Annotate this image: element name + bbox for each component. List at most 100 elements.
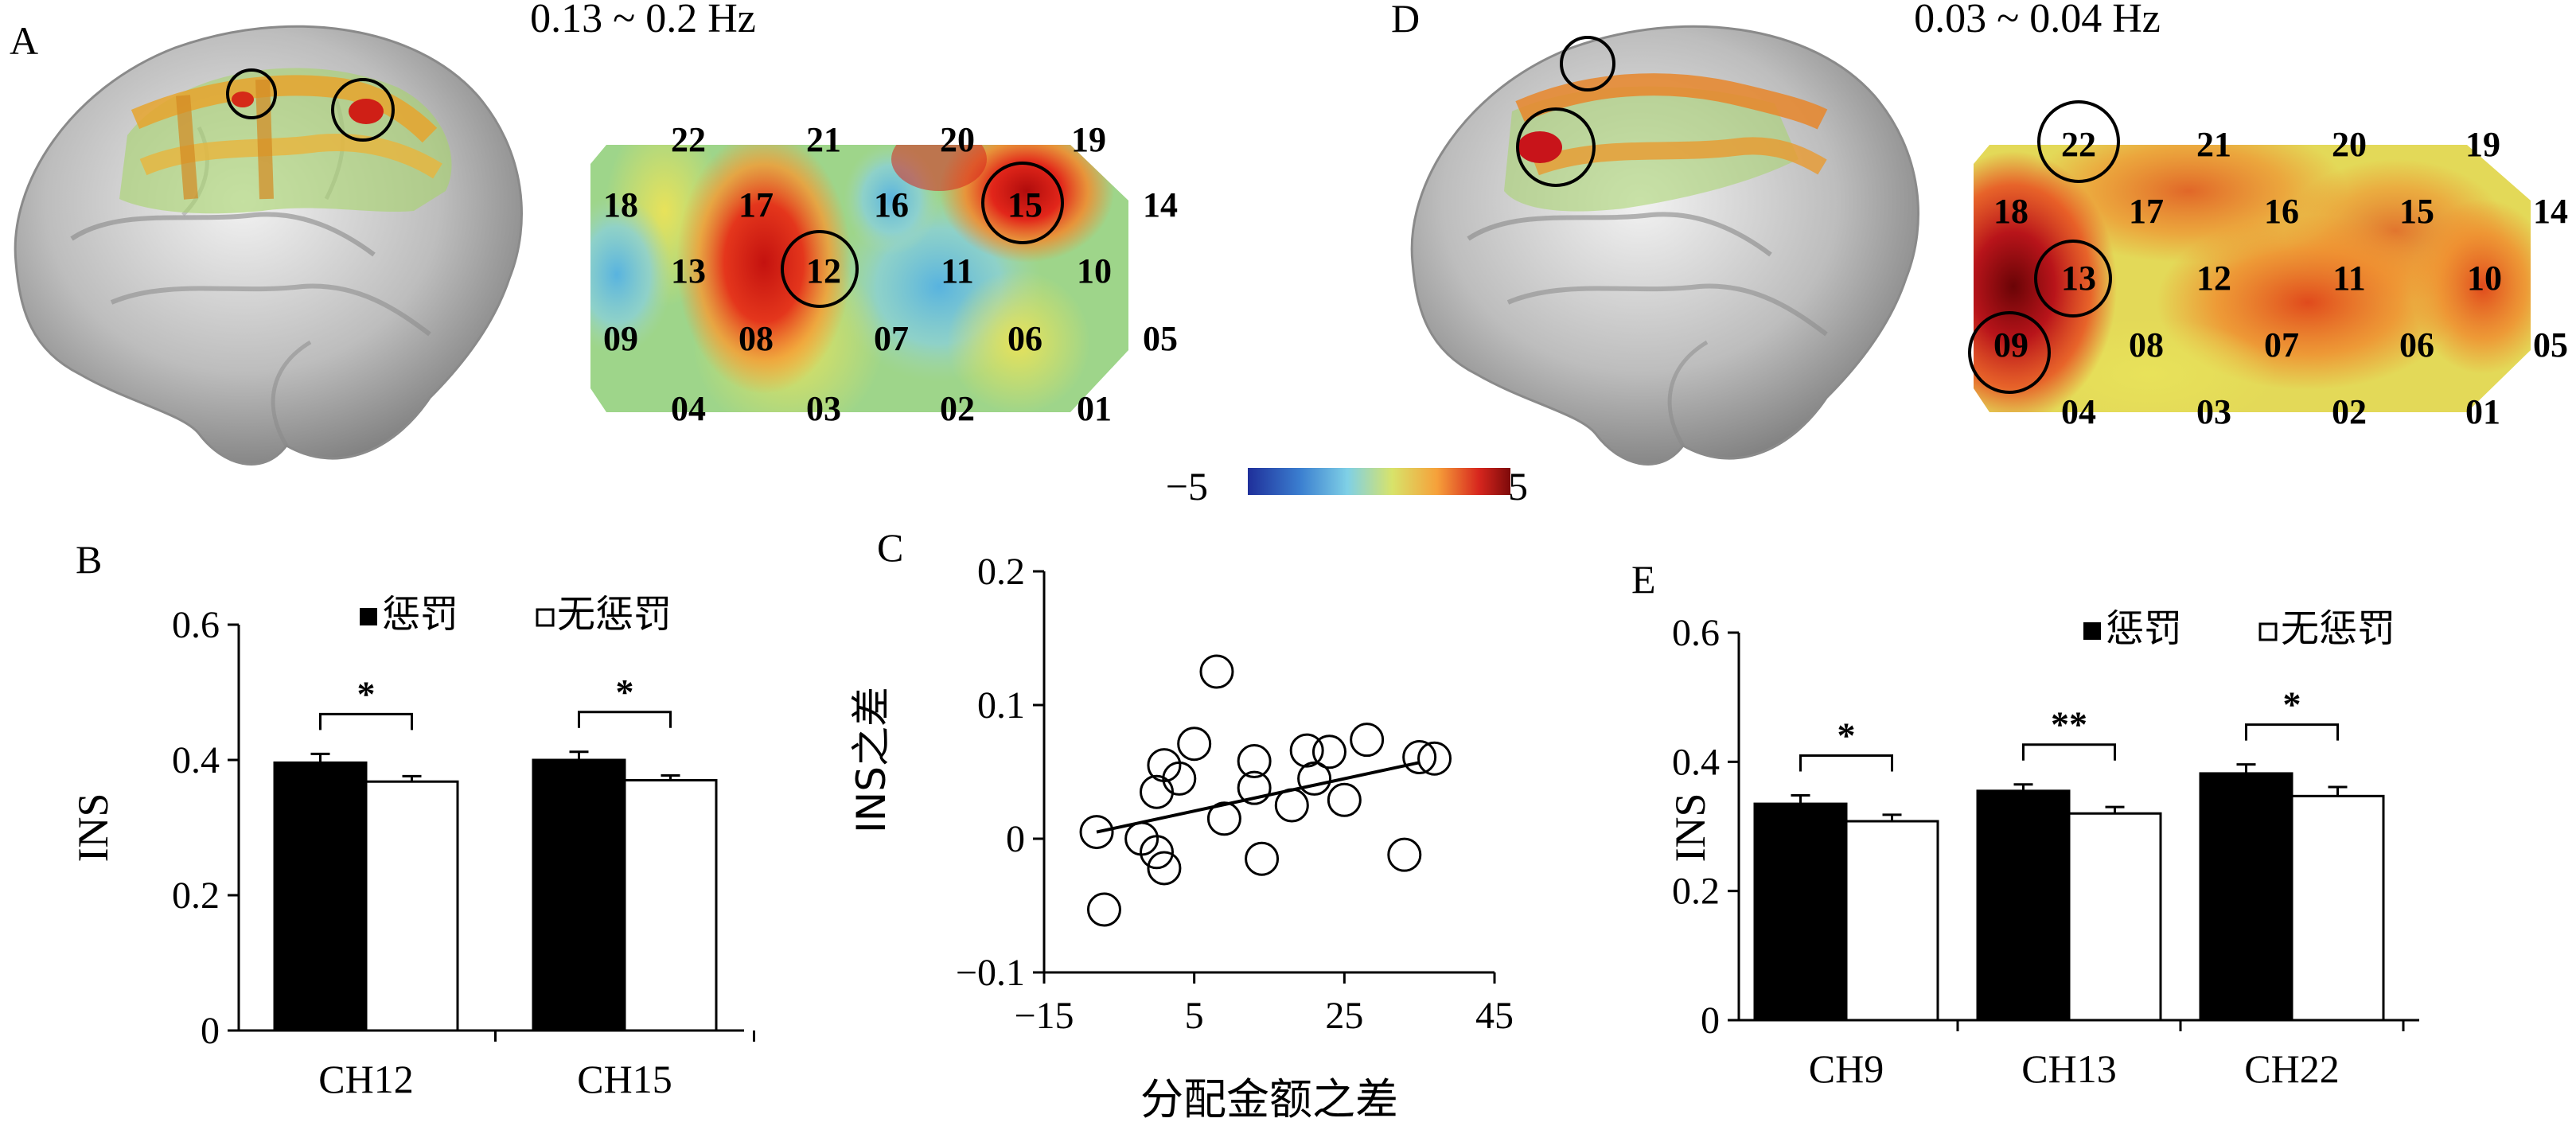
ch-label: 13 [671, 251, 706, 290]
x-tick-label: 25 [1325, 995, 1363, 1037]
x-tick-label: CH9 [1809, 1046, 1884, 1091]
scatter-point [1417, 741, 1452, 776]
bar [623, 779, 718, 1032]
scatter-point [1311, 734, 1346, 769]
scatter-point [1237, 770, 1272, 805]
points [1079, 654, 1452, 927]
colorbar-gradient [1248, 468, 1510, 495]
y-tick-label: 0.2 [977, 551, 1025, 593]
legend-label-punish: 惩罚 [2106, 606, 2182, 651]
bar [364, 780, 459, 1032]
scatter-point [1327, 782, 1362, 817]
ch-label: 03 [2196, 392, 2231, 431]
legend-swatch-nopunish [2258, 622, 2278, 641]
y-tick-label: 0.2 [1672, 871, 1720, 913]
y-tick-labels: 0 0.2 0.4 0.6 [172, 604, 239, 1052]
ch-label: 19 [2465, 125, 2500, 164]
y-tick-label: 0 [201, 1010, 220, 1052]
bar [2067, 812, 2162, 1022]
x-tick-label: CH22 [2244, 1046, 2339, 1091]
ch-label: 18 [603, 185, 638, 224]
ch-label: 04 [2061, 392, 2096, 431]
roi-circle-ch22 [2037, 100, 2120, 183]
roi-circle-d2 [1516, 107, 1596, 187]
bar [273, 761, 368, 1032]
legend-swatch-nopunish [536, 608, 555, 627]
legend-label-nopunish: 无惩罚 [557, 592, 672, 637]
ch-label: 20 [2332, 125, 2367, 164]
ch-label: 01 [1077, 389, 1112, 428]
ch-label: 12 [806, 251, 841, 290]
bar [532, 758, 626, 1032]
significance-bracket [2022, 743, 2116, 761]
ch-label: 21 [806, 120, 841, 159]
ch-label: 16 [874, 185, 909, 224]
scatter-point [1350, 723, 1385, 758]
y-tick-label: 0.1 [977, 684, 1025, 727]
ch-label: 10 [2467, 259, 2502, 298]
ch-label: 14 [1143, 185, 1178, 224]
x-axis-title: 分配金额之差 [1140, 1074, 1398, 1124]
scatter-point [1177, 727, 1212, 762]
colorbar-max-label: 5 [1508, 464, 1528, 508]
significance-marker: * [1837, 715, 1856, 756]
y-tick-label: 0.6 [1672, 612, 1720, 654]
x-tick-label: 45 [1475, 995, 1514, 1037]
panel-label-a: A [10, 18, 38, 63]
ch-label: 17 [2129, 192, 2164, 231]
legend-swatch-punish [2083, 622, 2101, 640]
ch-label: 13 [2061, 259, 2096, 298]
y-tick-label: 0 [1701, 999, 1720, 1042]
channel-map-d: 22 21 20 19 18 17 16 15 14 13 12 11 10 0… [1968, 100, 2568, 431]
bars: * CH9 ** CH13 * CH22 [1753, 684, 2405, 1091]
scatter-point [1206, 801, 1241, 836]
ch-label: 01 [2465, 392, 2500, 431]
roi-circle-a2 [331, 78, 395, 142]
brain-render-a [14, 25, 523, 466]
ch-label: 05 [2533, 325, 2568, 364]
ch-label: 17 [739, 185, 774, 224]
scatter-point [1237, 744, 1272, 779]
scatter-point [1297, 761, 1332, 796]
ch-label: 02 [2332, 392, 2367, 431]
legend-label-nopunish: 无惩罚 [2281, 606, 2395, 651]
brain-render-d [1410, 25, 1919, 466]
bar [2290, 794, 2385, 1022]
scatter-point [1289, 733, 1324, 768]
channel-map-a: 22 21 20 19 18 17 16 15 14 13 12 11 10 0… [590, 120, 1178, 428]
significance-marker: * [2283, 684, 2301, 725]
ch-label: 15 [1007, 185, 1042, 224]
significance-marker: * [357, 673, 376, 714]
significance-bracket [1799, 754, 1893, 772]
colorbar: −5 5 [1166, 464, 1528, 508]
x-tick-label: CH15 [577, 1057, 672, 1101]
panel-label-c: C [877, 525, 903, 570]
x-tick-label: CH12 [318, 1057, 413, 1101]
scatter-point [1079, 815, 1114, 850]
freq-title-a: 0.13 ~ 0.2 Hz [530, 0, 756, 41]
significance-marker: * [616, 672, 634, 712]
ch-label: 12 [2196, 259, 2231, 298]
significance-marker: ** [2051, 704, 2087, 745]
scatter-point [1086, 892, 1121, 927]
x-tick-label: CH13 [2021, 1046, 2116, 1091]
legend-label-punish: 惩罚 [382, 592, 458, 637]
ch-label: 04 [671, 389, 706, 428]
ch-label: 16 [2264, 192, 2299, 231]
scatter-point [1199, 654, 1234, 689]
ticks: −0.1 0 0.1 0.2 −15 5 25 45 [956, 551, 1514, 1037]
ch-label: 22 [2061, 125, 2096, 164]
ch-label: 05 [1143, 319, 1178, 358]
ch-label: 08 [739, 319, 774, 358]
ch-label: 18 [1993, 192, 2028, 231]
regression-line [1096, 761, 1421, 834]
bar [2199, 772, 2293, 1022]
y-tick-label: 0.4 [172, 739, 220, 781]
y-tick-label: 0.2 [172, 875, 220, 917]
x-tick-label: 5 [1185, 995, 1204, 1037]
y-axis-title: INS [69, 793, 117, 862]
chart-c: INS之差 分配金额之差 −0.1 0 0.1 0.2 −15 5 25 45 [848, 551, 1514, 1124]
scatter-point [1162, 761, 1197, 796]
ch-label: 02 [940, 389, 975, 428]
